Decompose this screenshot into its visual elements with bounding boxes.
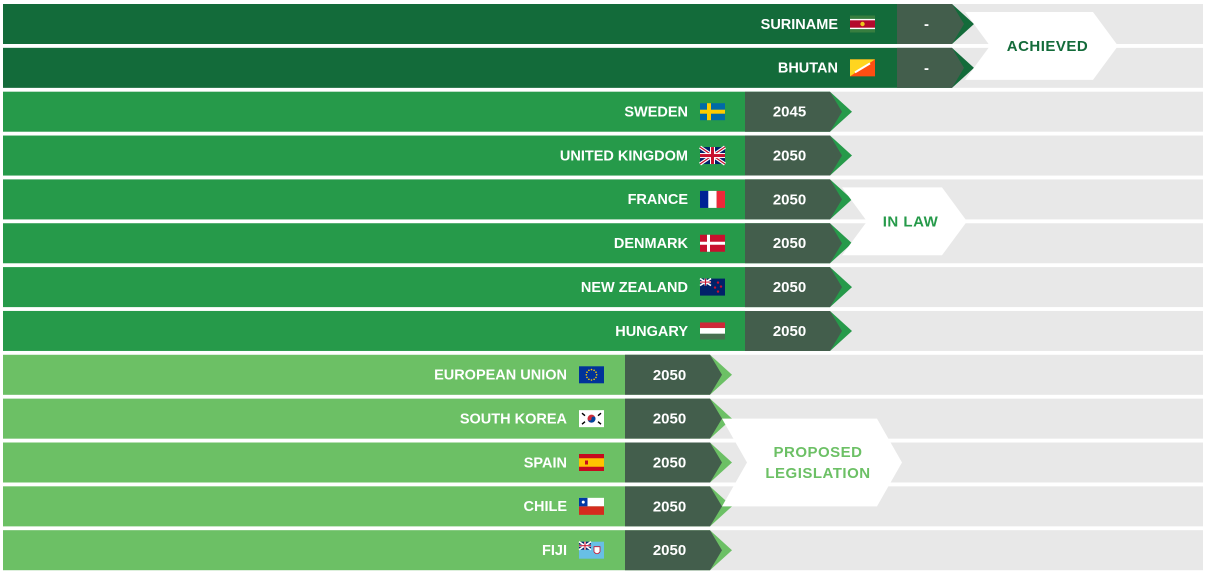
status-badge-achieved: ACHIEVED — [965, 12, 1118, 80]
country-label: SPAIN — [524, 455, 567, 471]
year-tab — [745, 223, 842, 264]
country-label: UNITED KINGDOM — [560, 148, 688, 164]
fiji-flag — [578, 541, 604, 559]
bar — [3, 398, 625, 439]
country-label: SURINAME — [761, 17, 839, 33]
row-france: FRANCE 2050 — [3, 179, 1203, 220]
year-label: 2050 — [773, 235, 806, 252]
year-label: 2050 — [653, 367, 686, 384]
year-tab — [745, 267, 842, 308]
denmark-flag — [700, 234, 725, 252]
bar — [3, 91, 745, 132]
bar — [3, 267, 745, 308]
row-hungary: HUNGARY 2050 — [3, 310, 1203, 351]
status-badge-shape — [965, 12, 1118, 80]
france-flag — [700, 190, 725, 208]
year-tab — [625, 530, 722, 571]
chile-flag — [579, 497, 604, 515]
status-label: PROPOSED — [773, 444, 862, 461]
bar — [3, 179, 745, 220]
row-european-union: EUROPEAN UNION 2050 — [3, 354, 1203, 395]
bhutan-flag — [850, 59, 875, 77]
row-chile: CHILE 2050 — [3, 486, 1203, 527]
country-label: HUNGARY — [615, 324, 688, 340]
year-tab — [745, 310, 842, 351]
status-badge-shape — [722, 418, 902, 507]
bar — [3, 442, 625, 483]
row-sweden: SWEDEN 2045 — [3, 91, 1203, 132]
year-tab — [625, 486, 722, 527]
year-label: 2050 — [773, 148, 806, 165]
year-tab — [745, 91, 842, 132]
sweden-flag — [700, 103, 725, 121]
year-label: - — [924, 60, 929, 77]
row-fiji: FIJI 2050 — [3, 530, 1203, 571]
year-label: 2050 — [653, 498, 686, 515]
country-label: NEW ZEALAND — [581, 280, 688, 296]
row-new-zealand: NEW ZEALAND 2050 — [3, 267, 1203, 308]
suriname-flag — [850, 15, 875, 33]
status-badge-shape — [842, 187, 967, 256]
year-label: 2050 — [653, 454, 686, 471]
row-denmark: DENMARK 2050 — [3, 223, 1203, 264]
country-label: SOUTH KOREA — [460, 411, 568, 427]
bar — [3, 47, 897, 88]
bar — [3, 354, 625, 395]
country-label: FIJI — [542, 543, 567, 559]
country-label: DENMARK — [614, 236, 689, 252]
country-label: CHILE — [524, 499, 568, 515]
row-south-korea: SOUTH KOREA 2050 — [3, 398, 1203, 439]
status-label: ACHIEVED — [1007, 38, 1089, 55]
year-tab — [897, 47, 964, 88]
row-spain: SPAIN 2050 — [3, 442, 1203, 483]
bar — [3, 530, 625, 571]
year-label: - — [924, 16, 929, 33]
status-badge-proposed: PROPOSED LEGISLATION — [722, 418, 902, 507]
bar — [3, 310, 745, 351]
row-united-kingdom: UNITED KINGDOM 2050 — [3, 135, 1203, 176]
european-union-flag — [579, 366, 604, 384]
year-label: 2050 — [773, 279, 806, 296]
year-tab — [625, 442, 722, 483]
country-label: EUROPEAN UNION — [434, 368, 567, 384]
status-label: LEGISLATION — [765, 465, 870, 482]
bar — [3, 223, 745, 264]
hungary-flag — [700, 322, 725, 340]
south-korea-flag — [579, 410, 604, 428]
country-label: FRANCE — [628, 192, 689, 208]
year-label: 2050 — [773, 191, 806, 208]
status-label: IN LAW — [883, 213, 939, 230]
bar — [3, 4, 897, 44]
year-label: 2050 — [653, 411, 686, 428]
united-kingdom-flag — [699, 145, 726, 166]
new-zealand-flag — [699, 277, 725, 296]
year-tab — [745, 179, 842, 220]
year-tab — [625, 354, 722, 395]
spain-flag — [579, 454, 604, 471]
year-label: 2045 — [773, 104, 806, 121]
country-label: BHUTAN — [778, 61, 838, 77]
year-label: 2050 — [773, 323, 806, 340]
country-label: SWEDEN — [624, 105, 688, 121]
year-label: 2050 — [653, 542, 686, 559]
bar — [3, 135, 745, 176]
status-badge-in-law: IN LAW — [842, 187, 967, 256]
year-tab — [625, 398, 722, 439]
year-tab — [897, 4, 964, 44]
bar — [3, 486, 625, 527]
year-tab — [745, 135, 842, 176]
